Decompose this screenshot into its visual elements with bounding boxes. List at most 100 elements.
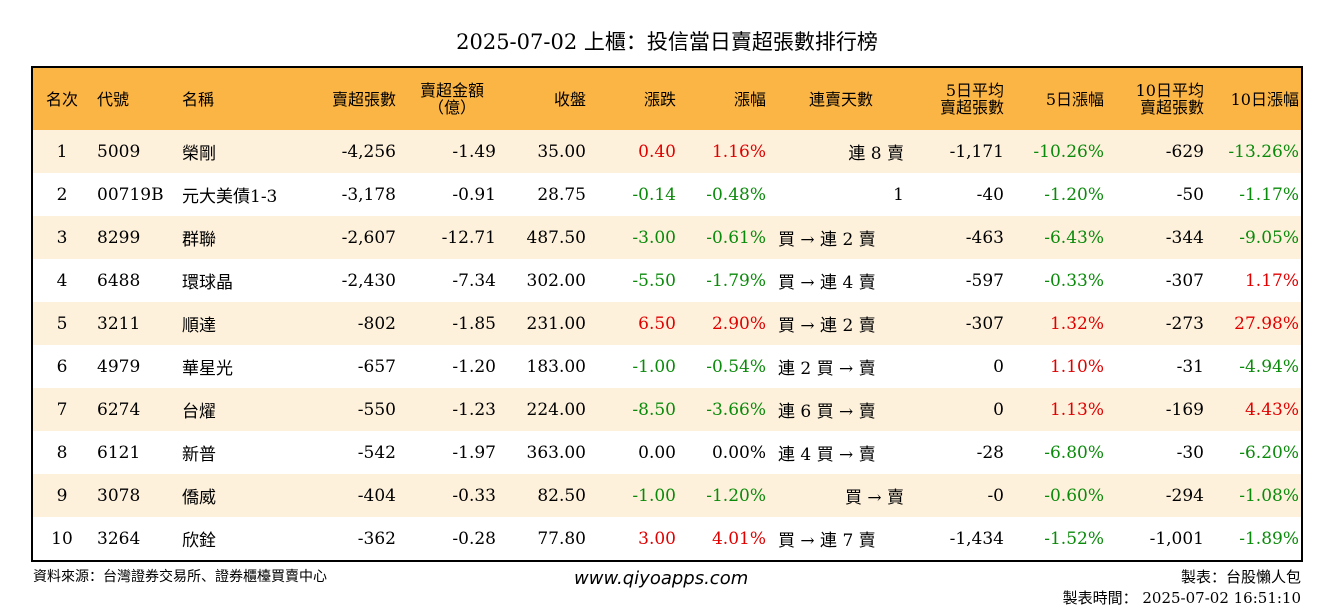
column-header-sell-qty: 賣超張數 [331, 89, 396, 109]
cell-sell-amt: -1.23 [452, 399, 496, 420]
cell-name: 欣銓 [182, 531, 216, 551]
cell-avg5: -0 [987, 485, 1004, 506]
cell-close: 77.80 [537, 528, 586, 549]
table-row: 4 6488 環球晶 -2,430 -7.34 302.00 -5.50 -1.79% 買 → … [33, 259, 1301, 302]
cell-streak: 連 4 買 → 賣 [778, 445, 876, 465]
website-link[interactable]: www.qiyoapps.com [574, 568, 749, 589]
cell-pct: 0.00% [711, 442, 766, 463]
cell-avg5: 0 [993, 399, 1004, 420]
cell-name: 環球晶 [182, 273, 233, 293]
cell-pct10: 27.98% [1234, 313, 1299, 334]
cell-streak: 買 → 連 4 賣 [778, 273, 876, 293]
cell-rank: 3 [56, 227, 68, 248]
cell-avg5: -463 [965, 227, 1004, 248]
cell-streak: 連 6 買 → 賣 [778, 402, 876, 422]
cell-sell-qty: -4,256 [341, 141, 396, 162]
cell-pct10: -1.89% [1239, 528, 1299, 549]
made-time: 製表時間： 2025-07-02 16:51:10 [1062, 589, 1301, 607]
cell-avg10: -31 [1176, 356, 1204, 377]
column-header-streak: 連賣天數 [808, 89, 873, 109]
cell-pct: -0.48% [706, 184, 766, 205]
cell-pct5: 1.32% [1049, 313, 1104, 334]
cell-avg10: -307 [1165, 270, 1204, 291]
cell-sell-qty: -404 [357, 485, 396, 506]
cell-rank: 10 [51, 528, 73, 549]
cell-streak: 買 → 連 2 賣 [778, 316, 876, 336]
column-header-sell-amount: 賣超金額 （億） [419, 81, 484, 117]
cell-sell-amt: -0.91 [452, 184, 496, 205]
cell-pct5: -6.43% [1044, 227, 1104, 248]
cell-avg5: -1,171 [949, 141, 1004, 162]
cell-close: 487.50 [526, 227, 586, 248]
cell-chg: 0.40 [638, 141, 676, 162]
cell-pct5: 1.13% [1049, 399, 1104, 420]
cell-pct: -0.61% [706, 227, 766, 248]
cell-pct: -0.54% [706, 356, 766, 377]
cell-chg: -5.50 [632, 270, 676, 291]
cell-code: 6121 [97, 442, 141, 463]
cell-pct: -3.66% [706, 399, 766, 420]
cell-chg: 3.00 [638, 528, 676, 549]
cell-avg10: -50 [1176, 184, 1204, 205]
cell-close: 28.75 [537, 184, 586, 205]
column-header-avg10-sell-qty: 10日平均 賣超張數 [1135, 81, 1204, 117]
cell-chg: -1.00 [632, 356, 676, 377]
cell-name: 新普 [182, 445, 216, 465]
cell-sell-amt: -0.33 [452, 485, 496, 506]
cell-close: 183.00 [526, 356, 586, 377]
column-header-close: 收盤 [553, 89, 586, 109]
column-header-name: 名稱 [182, 89, 215, 109]
cell-pct5: 1.10% [1049, 356, 1104, 377]
cell-avg10: -629 [1165, 141, 1204, 162]
cell-name: 群聯 [182, 230, 216, 250]
cell-pct: 4.01% [711, 528, 766, 549]
cell-pct10: -1.08% [1239, 485, 1299, 506]
cell-pct10: 1.17% [1244, 270, 1299, 291]
column-header-rank: 名次 [45, 89, 78, 109]
cell-chg: 0.00 [638, 442, 676, 463]
cell-avg10: -294 [1165, 485, 1204, 506]
cell-avg5: -597 [965, 270, 1004, 291]
cell-code: 6488 [97, 270, 141, 291]
cell-code: 5009 [97, 141, 141, 162]
cell-pct: -1.79% [706, 270, 766, 291]
column-header-pct5: 5日漲幅 [1045, 89, 1104, 109]
cell-streak: 買 → 連 2 賣 [778, 230, 876, 250]
cell-avg5: -307 [965, 313, 1004, 334]
cell-pct: 1.16% [711, 141, 766, 162]
column-header-change: 漲跌 [643, 89, 676, 109]
cell-sell-amt: -1.97 [452, 442, 496, 463]
cell-avg5: -40 [976, 184, 1004, 205]
cell-sell-amt: -1.85 [452, 313, 496, 334]
data-source-note: 資料來源：台灣證券交易所、證券櫃檯買賣中心 [33, 569, 327, 585]
cell-code: 6274 [97, 399, 141, 420]
cell-avg10: -169 [1165, 399, 1204, 420]
cell-pct10: -13.26% [1228, 141, 1299, 162]
cell-sell-amt: -1.49 [452, 141, 496, 162]
cell-streak: 買 → 賣 [844, 488, 904, 508]
cell-rank: 8 [56, 442, 68, 463]
cell-name: 順達 [182, 316, 216, 336]
cell-rank: 2 [56, 184, 68, 205]
cell-rank: 7 [56, 399, 68, 420]
cell-streak: 連 2 買 → 賣 [778, 359, 876, 379]
cell-streak: 1 [893, 184, 904, 205]
cell-chg: -1.00 [632, 485, 676, 506]
maker-label: 製表：台股懶人包 [1180, 568, 1301, 586]
cell-pct5: -6.80% [1044, 442, 1104, 463]
cell-pct10: -6.20% [1239, 442, 1299, 463]
cell-sell-qty: -2,430 [341, 270, 396, 291]
cell-sell-amt: -0.28 [452, 528, 496, 549]
cell-streak: 連 8 賣 [848, 144, 904, 164]
page-title: 2025-07-02 上櫃：投信當日賣超張數排行榜 [456, 30, 878, 54]
column-header-pct10: 10日漲幅 [1230, 89, 1299, 109]
table-row: 9 3078 僑威 -404 -0.33 82.50 -1.00 -1.20% 買 → 賣 -0 -… [33, 474, 1301, 517]
cell-rank: 4 [56, 270, 68, 291]
cell-code: 3211 [97, 313, 141, 334]
cell-pct5: -0.60% [1044, 485, 1104, 506]
column-header-avg5-sell-qty: 5日平均 賣超張數 [939, 81, 1004, 117]
cell-close: 224.00 [526, 399, 586, 420]
cell-pct5: -1.52% [1044, 528, 1104, 549]
cell-name: 僑威 [182, 488, 216, 508]
cell-close: 82.50 [537, 485, 586, 506]
